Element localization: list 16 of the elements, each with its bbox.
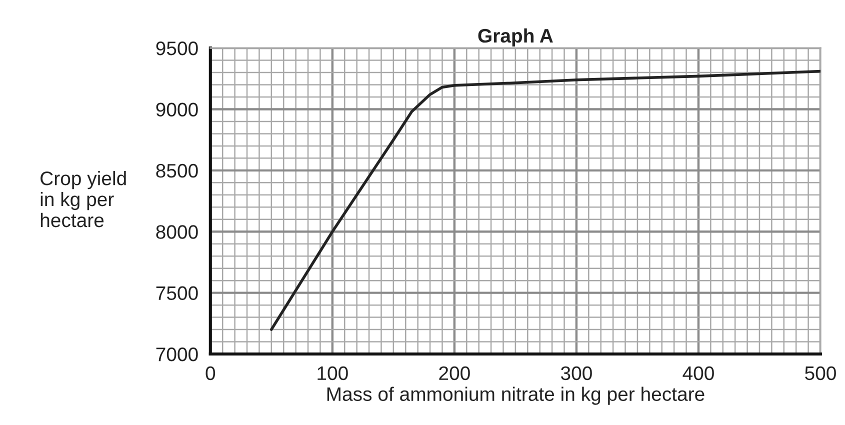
line-series [270, 70, 820, 331]
y-axis-title: Crop yield in kg per hectare [40, 171, 126, 228]
x-tick-label: 500 [805, 366, 836, 380]
x-tick-label: 0 [206, 366, 216, 380]
y-tick-label: 8500 [156, 164, 198, 178]
y-tick-label: 8000 [156, 225, 198, 239]
y-tick-label: 7500 [156, 286, 198, 300]
x-tick-label: 400 [682, 366, 714, 380]
y-tick-label: 7000 [156, 347, 198, 362]
y-tick-label: 9500 [156, 41, 198, 56]
y-tick-label: 9000 [156, 102, 198, 116]
x-tick-label: 100 [318, 366, 348, 380]
x-tick-label: 300 [560, 366, 592, 380]
x-tick-label: 200 [439, 366, 470, 380]
x-axis-title: Mass of ammonium nitrate in kg per hectare [327, 386, 704, 405]
chart-title: Graph A [478, 28, 553, 47]
